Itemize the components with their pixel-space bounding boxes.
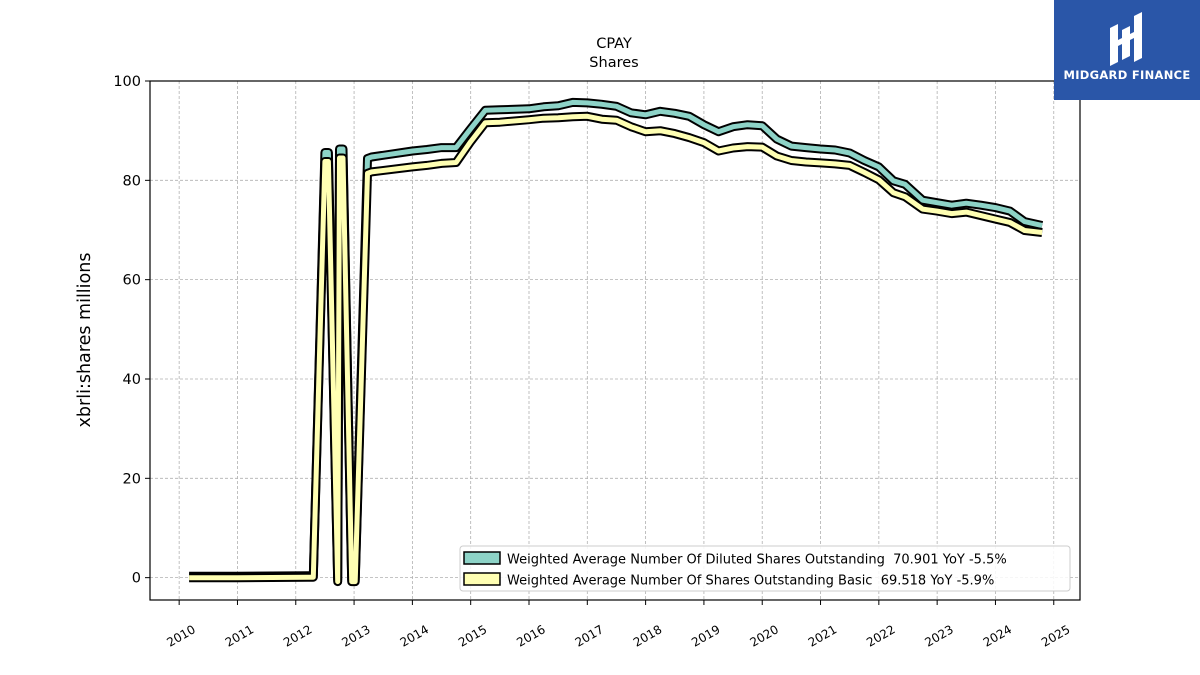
x-tick-label: 2012 [281, 622, 314, 649]
x-tick-label: 2022 [864, 622, 897, 649]
series-group [189, 97, 1044, 587]
x-tick-label: 2024 [981, 622, 1014, 649]
legend-swatch-diluted [463, 551, 501, 565]
y-axis-label: xbrli:shares millions [75, 253, 95, 428]
y-tick-label: 20 [123, 471, 141, 487]
legend: Weighted Average Number Of Diluted Share… [459, 545, 1071, 592]
brand-logo: MIDGARD FINANCE [1054, 0, 1200, 100]
y-tick-label: 0 [132, 571, 141, 587]
chart-title: CPAY [596, 36, 632, 52]
x-tick-label: 2014 [398, 622, 431, 649]
plot-frame [149, 80, 1081, 601]
legend-label-basic: Weighted Average Number Of Shares Outsta… [507, 574, 994, 589]
y-tick-label: 80 [123, 173, 141, 189]
legend-label-diluted: Weighted Average Number Of Diluted Share… [507, 553, 1007, 568]
series-line-1 [189, 113, 1043, 585]
brand-name: MIDGARD FINANCE [1063, 68, 1191, 82]
x-tick-label: 2020 [747, 622, 780, 649]
x-tick-label: 2019 [689, 622, 722, 649]
x-tick-label: 2015 [456, 622, 489, 649]
x-tick-label: 2023 [922, 622, 955, 649]
x-tick-label: 2018 [631, 622, 664, 649]
x-tick-label: 2025 [1039, 622, 1072, 649]
y-axis: 0 20 40 60 80 100 [113, 74, 150, 587]
grid [150, 80, 1080, 600]
y-tick-label: 60 [123, 273, 141, 289]
x-tick-label: 2021 [806, 622, 839, 649]
brand-mark-icon [1110, 12, 1142, 66]
x-tick-label: 2017 [573, 622, 606, 649]
y-tick-label: 100 [113, 74, 141, 90]
legend-box [459, 545, 1071, 592]
chart-subtitle: Shares [589, 55, 638, 71]
x-tick-label: 2010 [164, 622, 197, 649]
x-tick-label: 2013 [339, 622, 372, 649]
x-axis: 2010 2011 2012 2013 2014 2015 2016 2017 2018 2019… [164, 600, 1072, 650]
legend-swatch-basic [463, 572, 501, 586]
x-tick-label: 2016 [514, 622, 547, 649]
x-tick-label: 2011 [223, 622, 256, 649]
y-tick-label: 40 [123, 372, 141, 388]
